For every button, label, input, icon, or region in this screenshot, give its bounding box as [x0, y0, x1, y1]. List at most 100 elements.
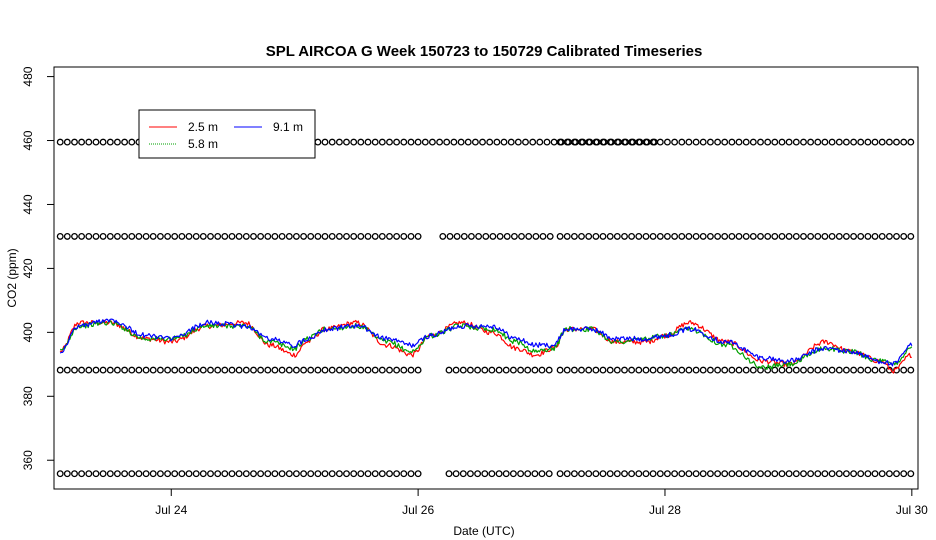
calibration-point [706, 138, 714, 146]
calibration-point [285, 366, 293, 374]
calibration-point [635, 366, 643, 374]
calibration-point [563, 138, 571, 146]
calibration-point [407, 470, 415, 478]
calibration-point [486, 138, 494, 146]
calibration-point [400, 232, 408, 240]
calibration-point [106, 232, 114, 240]
calibration-point [864, 366, 872, 374]
calibration-point [271, 470, 279, 478]
series-lines [59, 318, 913, 374]
calibration-point [386, 366, 393, 374]
calibration-point [335, 232, 343, 240]
calibration-point [479, 138, 486, 146]
calibration-point [545, 470, 553, 478]
calibration-point [885, 470, 893, 478]
calibration-point [771, 470, 779, 478]
calibration-point [893, 138, 900, 146]
calibration-point [706, 232, 714, 240]
calibration-point [242, 470, 250, 478]
calibration-point [321, 232, 329, 240]
calibration-point [721, 138, 729, 146]
calibration-point [800, 232, 807, 240]
calibration-point [878, 470, 886, 478]
series-line-9-1-m [59, 318, 913, 367]
calibration-point [599, 232, 607, 240]
calibration-point [328, 138, 336, 146]
calibration-point [459, 470, 467, 478]
calibration-point [71, 366, 78, 374]
calibration-point [742, 138, 750, 146]
calibration-point [321, 138, 329, 146]
calibration-point [85, 470, 93, 478]
calibration-point [307, 232, 315, 240]
calibration-point [699, 470, 707, 478]
calibration-point [871, 470, 879, 478]
calibration-point [257, 232, 265, 240]
calibration-point [556, 232, 564, 240]
calibration-point [714, 366, 722, 374]
calibration-point [807, 366, 815, 374]
calibration-point [488, 470, 496, 478]
calibration-point [807, 470, 815, 478]
calibration-point [721, 232, 729, 240]
calibration-point [257, 470, 265, 478]
calibration-point [699, 138, 707, 146]
calibration-point [828, 138, 836, 146]
calibration-point [106, 470, 114, 478]
calibration-point [514, 138, 522, 146]
calibration-point [585, 232, 593, 240]
calibration-point [149, 366, 157, 374]
calibration-point [393, 470, 401, 478]
calibration-point [509, 470, 517, 478]
calibration-point [250, 366, 257, 374]
calibration-point [563, 470, 571, 478]
calibration-point [121, 366, 129, 374]
calibration-point [721, 470, 729, 478]
calibration-point [503, 232, 511, 240]
calibration-point [536, 138, 544, 146]
calibration-point [556, 366, 564, 374]
calibration-point [828, 366, 836, 374]
calibration-point [850, 232, 858, 240]
calibration-point [242, 232, 250, 240]
calibration-point [635, 138, 643, 146]
calibration-point [599, 138, 607, 146]
calibration-point [142, 470, 150, 478]
calibration-point [407, 138, 415, 146]
calibration-point [328, 232, 336, 240]
y-tick-label: 400 [21, 322, 35, 342]
calibration-point [343, 470, 350, 478]
calibration-point [570, 232, 578, 240]
calibration-point [606, 470, 614, 478]
calibration-point [257, 366, 265, 374]
calibration-point [99, 138, 107, 146]
calibration-point [871, 138, 879, 146]
calibration-point [357, 138, 365, 146]
calibration-point [350, 470, 358, 478]
calibration-point [742, 366, 750, 374]
calibration-point [488, 366, 496, 374]
calibration-point [771, 366, 779, 374]
calibration-point [135, 232, 143, 240]
calibration-point [649, 470, 657, 478]
calibration-point [192, 470, 200, 478]
calibration-point [570, 470, 578, 478]
calibration-point [199, 232, 207, 240]
calibration-point [792, 232, 800, 240]
calibration-point [495, 470, 503, 478]
calibration-point [496, 232, 504, 240]
calibration-point [842, 232, 850, 240]
calibration-point [292, 366, 300, 374]
calibration-point [778, 366, 786, 374]
calibration-point [378, 366, 386, 374]
calibration-point [749, 138, 757, 146]
calibration-point [599, 366, 607, 374]
calibration-point [728, 366, 736, 374]
calibration-point [446, 232, 454, 240]
calibration-point [185, 366, 193, 374]
calibration-point [500, 138, 508, 146]
calibration-point [546, 232, 554, 240]
calibration-point [393, 366, 401, 374]
calibration-point [728, 470, 736, 478]
calibration-point [642, 366, 650, 374]
